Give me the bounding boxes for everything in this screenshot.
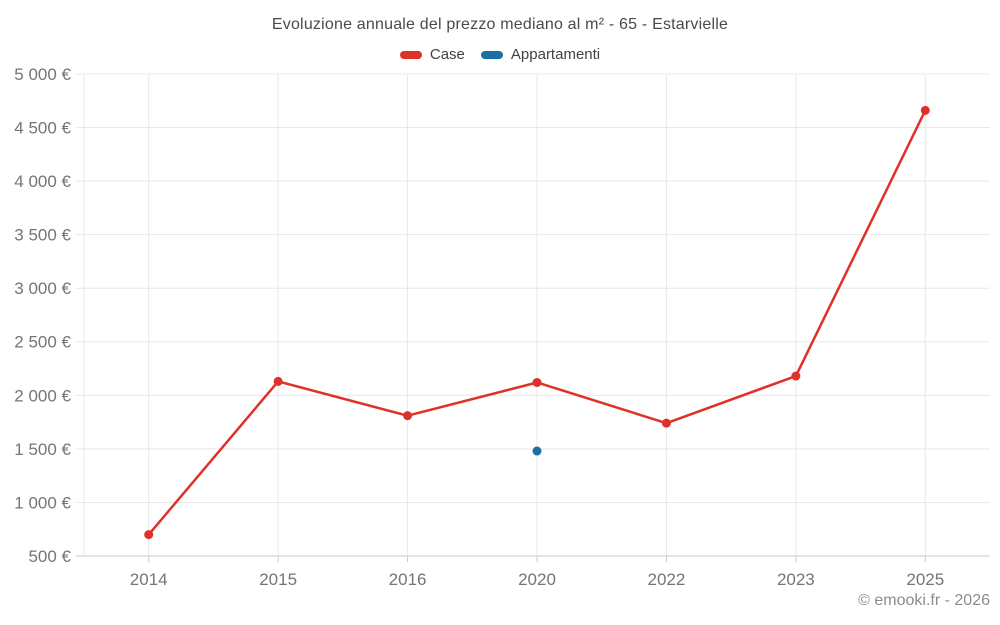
y-tick-label: 4 000 € bbox=[14, 172, 71, 191]
data-point-appartamenti[interactable] bbox=[532, 446, 542, 456]
legend: Case Appartamenti bbox=[0, 46, 1000, 63]
legend-label-appartamenti: Appartamenti bbox=[510, 46, 601, 63]
data-point-case[interactable] bbox=[273, 376, 283, 386]
x-tick-label: 2023 bbox=[777, 570, 815, 589]
y-tick-label: 2 000 € bbox=[14, 386, 71, 405]
y-tick-label: 1 500 € bbox=[14, 440, 71, 459]
y-tick-label: 5 000 € bbox=[14, 65, 71, 84]
y-tick-label: 1 000 € bbox=[14, 493, 71, 512]
data-point-case[interactable] bbox=[403, 411, 413, 421]
y-tick-label: 4 500 € bbox=[14, 119, 71, 138]
data-point-case[interactable] bbox=[791, 371, 801, 381]
data-point-case[interactable] bbox=[920, 105, 930, 115]
legend-item-case[interactable]: Case bbox=[399, 46, 465, 63]
legend-swatch-appartamenti-icon bbox=[480, 50, 503, 59]
y-tick-label: 3 500 € bbox=[14, 226, 71, 245]
x-tick-label: 2015 bbox=[259, 570, 297, 589]
y-tick-label: 2 500 € bbox=[14, 333, 71, 352]
data-point-case[interactable] bbox=[532, 377, 542, 387]
legend-item-appartamenti[interactable]: Appartamenti bbox=[480, 46, 601, 63]
x-tick-label: 2025 bbox=[906, 570, 944, 589]
chart-title: Evoluzione annuale del prezzo mediano al… bbox=[271, 16, 729, 33]
y-tick-label: 500 € bbox=[28, 547, 71, 566]
legend-label-case: Case bbox=[429, 46, 465, 63]
x-tick-label: 2022 bbox=[648, 570, 686, 589]
x-tick-label: 2014 bbox=[130, 570, 168, 589]
credit-text: © emooki.fr - 2026 bbox=[858, 592, 990, 609]
x-tick-label: 2016 bbox=[389, 570, 427, 589]
x-tick-label: 2020 bbox=[518, 570, 556, 589]
data-point-case[interactable] bbox=[144, 530, 154, 540]
legend-swatch-case-icon bbox=[399, 50, 422, 59]
data-point-case[interactable] bbox=[661, 418, 671, 428]
y-tick-label: 3 000 € bbox=[14, 279, 71, 298]
